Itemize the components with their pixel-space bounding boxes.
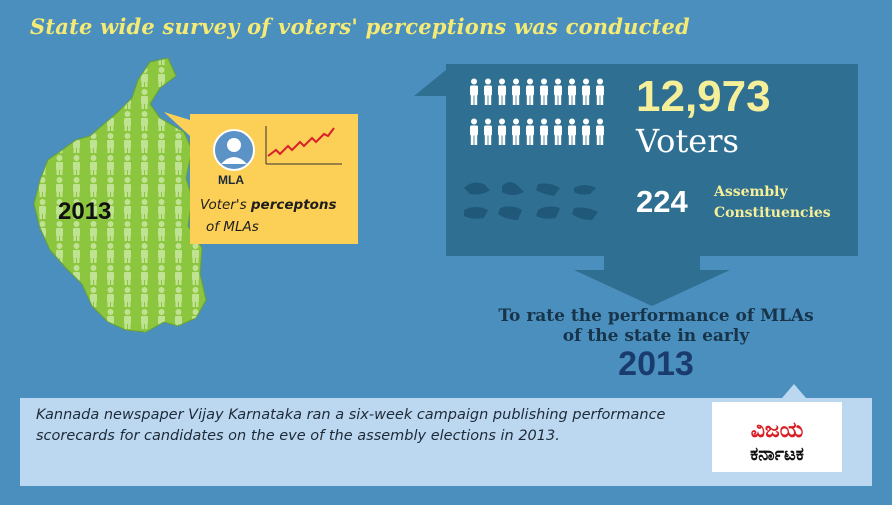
karnataka-map bbox=[33, 57, 207, 333]
goal-text: To rate the performance of MLAs of the s… bbox=[440, 306, 872, 346]
page-title: State wide survey of voters' perceptions… bbox=[30, 14, 690, 39]
callout-caption-bold: perceptons bbox=[250, 197, 337, 213]
goal-line2: of the state in early bbox=[562, 326, 750, 346]
newspaper-logo bbox=[712, 402, 842, 472]
mla-label: MLA bbox=[218, 173, 244, 187]
constituency-shapes bbox=[464, 182, 598, 220]
constituencies-count: 224 bbox=[636, 184, 688, 219]
mla-callout bbox=[190, 114, 358, 244]
constituency-shape-icon bbox=[464, 182, 598, 220]
goal-line1: To rate the performance of MLAs bbox=[498, 306, 814, 326]
person-figure-icon bbox=[470, 78, 604, 145]
down-arrow bbox=[574, 254, 730, 306]
goal-year: 2013 bbox=[618, 345, 694, 383]
mla-avatar-icon bbox=[213, 129, 255, 171]
rising-line-chart-icon bbox=[265, 126, 342, 165]
logo-line1: ವಿಜಯ bbox=[750, 418, 804, 443]
voters-count: 12,973 bbox=[636, 72, 771, 121]
map-year: 2013 bbox=[58, 198, 112, 225]
callout-pointer bbox=[164, 112, 190, 136]
voters-people-icon-grid bbox=[470, 78, 604, 145]
constituencies-label-line1: Assembly bbox=[714, 184, 788, 200]
callout-caption: Voter's perceptons of MLAs bbox=[200, 194, 356, 238]
panel-pointer bbox=[414, 70, 446, 96]
logo-line2: ಕರ್ನಾಟಕ bbox=[750, 444, 804, 465]
callout-caption-line2: of MLAs bbox=[206, 219, 259, 235]
footer-text: Kannada newspaper Vijay Karnataka ran a … bbox=[36, 407, 666, 444]
callout-caption-plain: Voter's bbox=[200, 197, 251, 213]
footer-pointer bbox=[782, 384, 806, 398]
constituencies-label: Assembly Constituencies bbox=[714, 182, 831, 224]
voters-label: Voters bbox=[636, 122, 739, 160]
constituencies-label-line2: Constituencies bbox=[714, 205, 831, 221]
